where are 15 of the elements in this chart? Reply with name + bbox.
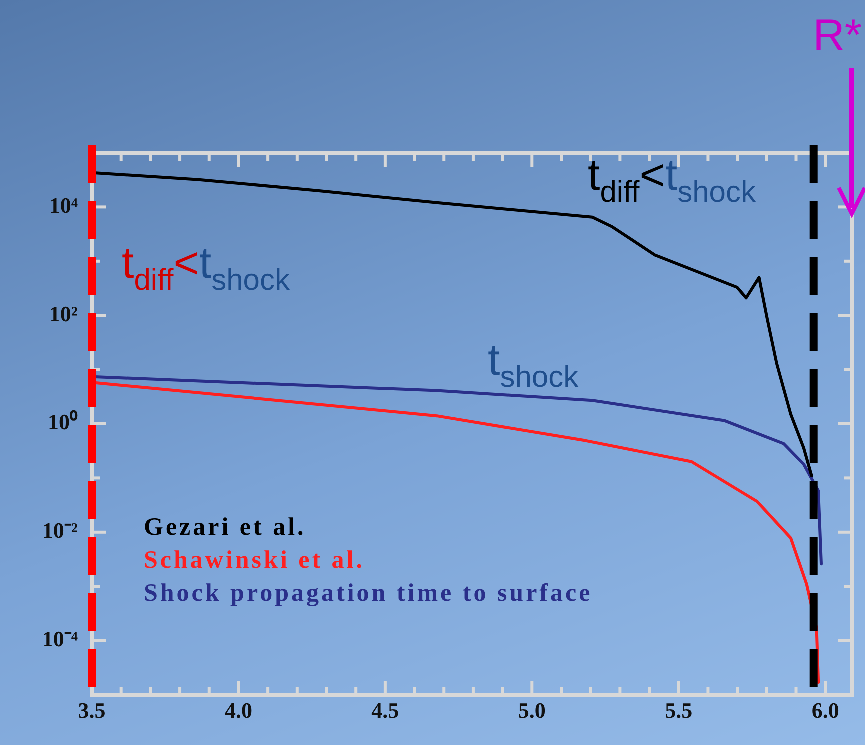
y-tick-label: 10⁻² xyxy=(42,518,78,544)
x-tick-label: 3.5 xyxy=(78,698,106,723)
y-tick-label: 10⁰ xyxy=(48,410,78,435)
text: R* xyxy=(813,11,862,60)
y-tick-label: 10⁻⁴ xyxy=(42,626,78,652)
x-tick-label: 4.0 xyxy=(224,698,252,723)
text: Gezari et al. xyxy=(144,514,306,541)
x-tick-label: 4.5 xyxy=(372,698,400,723)
y-tick-label: 10⁴ xyxy=(49,192,78,218)
text: Schawinski et al. xyxy=(144,547,366,574)
x-tick-label: 5.5 xyxy=(665,698,693,723)
x-tick-label: 6.0 xyxy=(812,698,840,723)
y-tick-label: 10² xyxy=(49,301,78,326)
x-tick-label: 5.0 xyxy=(518,698,546,723)
text: Shock propagation time to surface xyxy=(144,580,593,607)
